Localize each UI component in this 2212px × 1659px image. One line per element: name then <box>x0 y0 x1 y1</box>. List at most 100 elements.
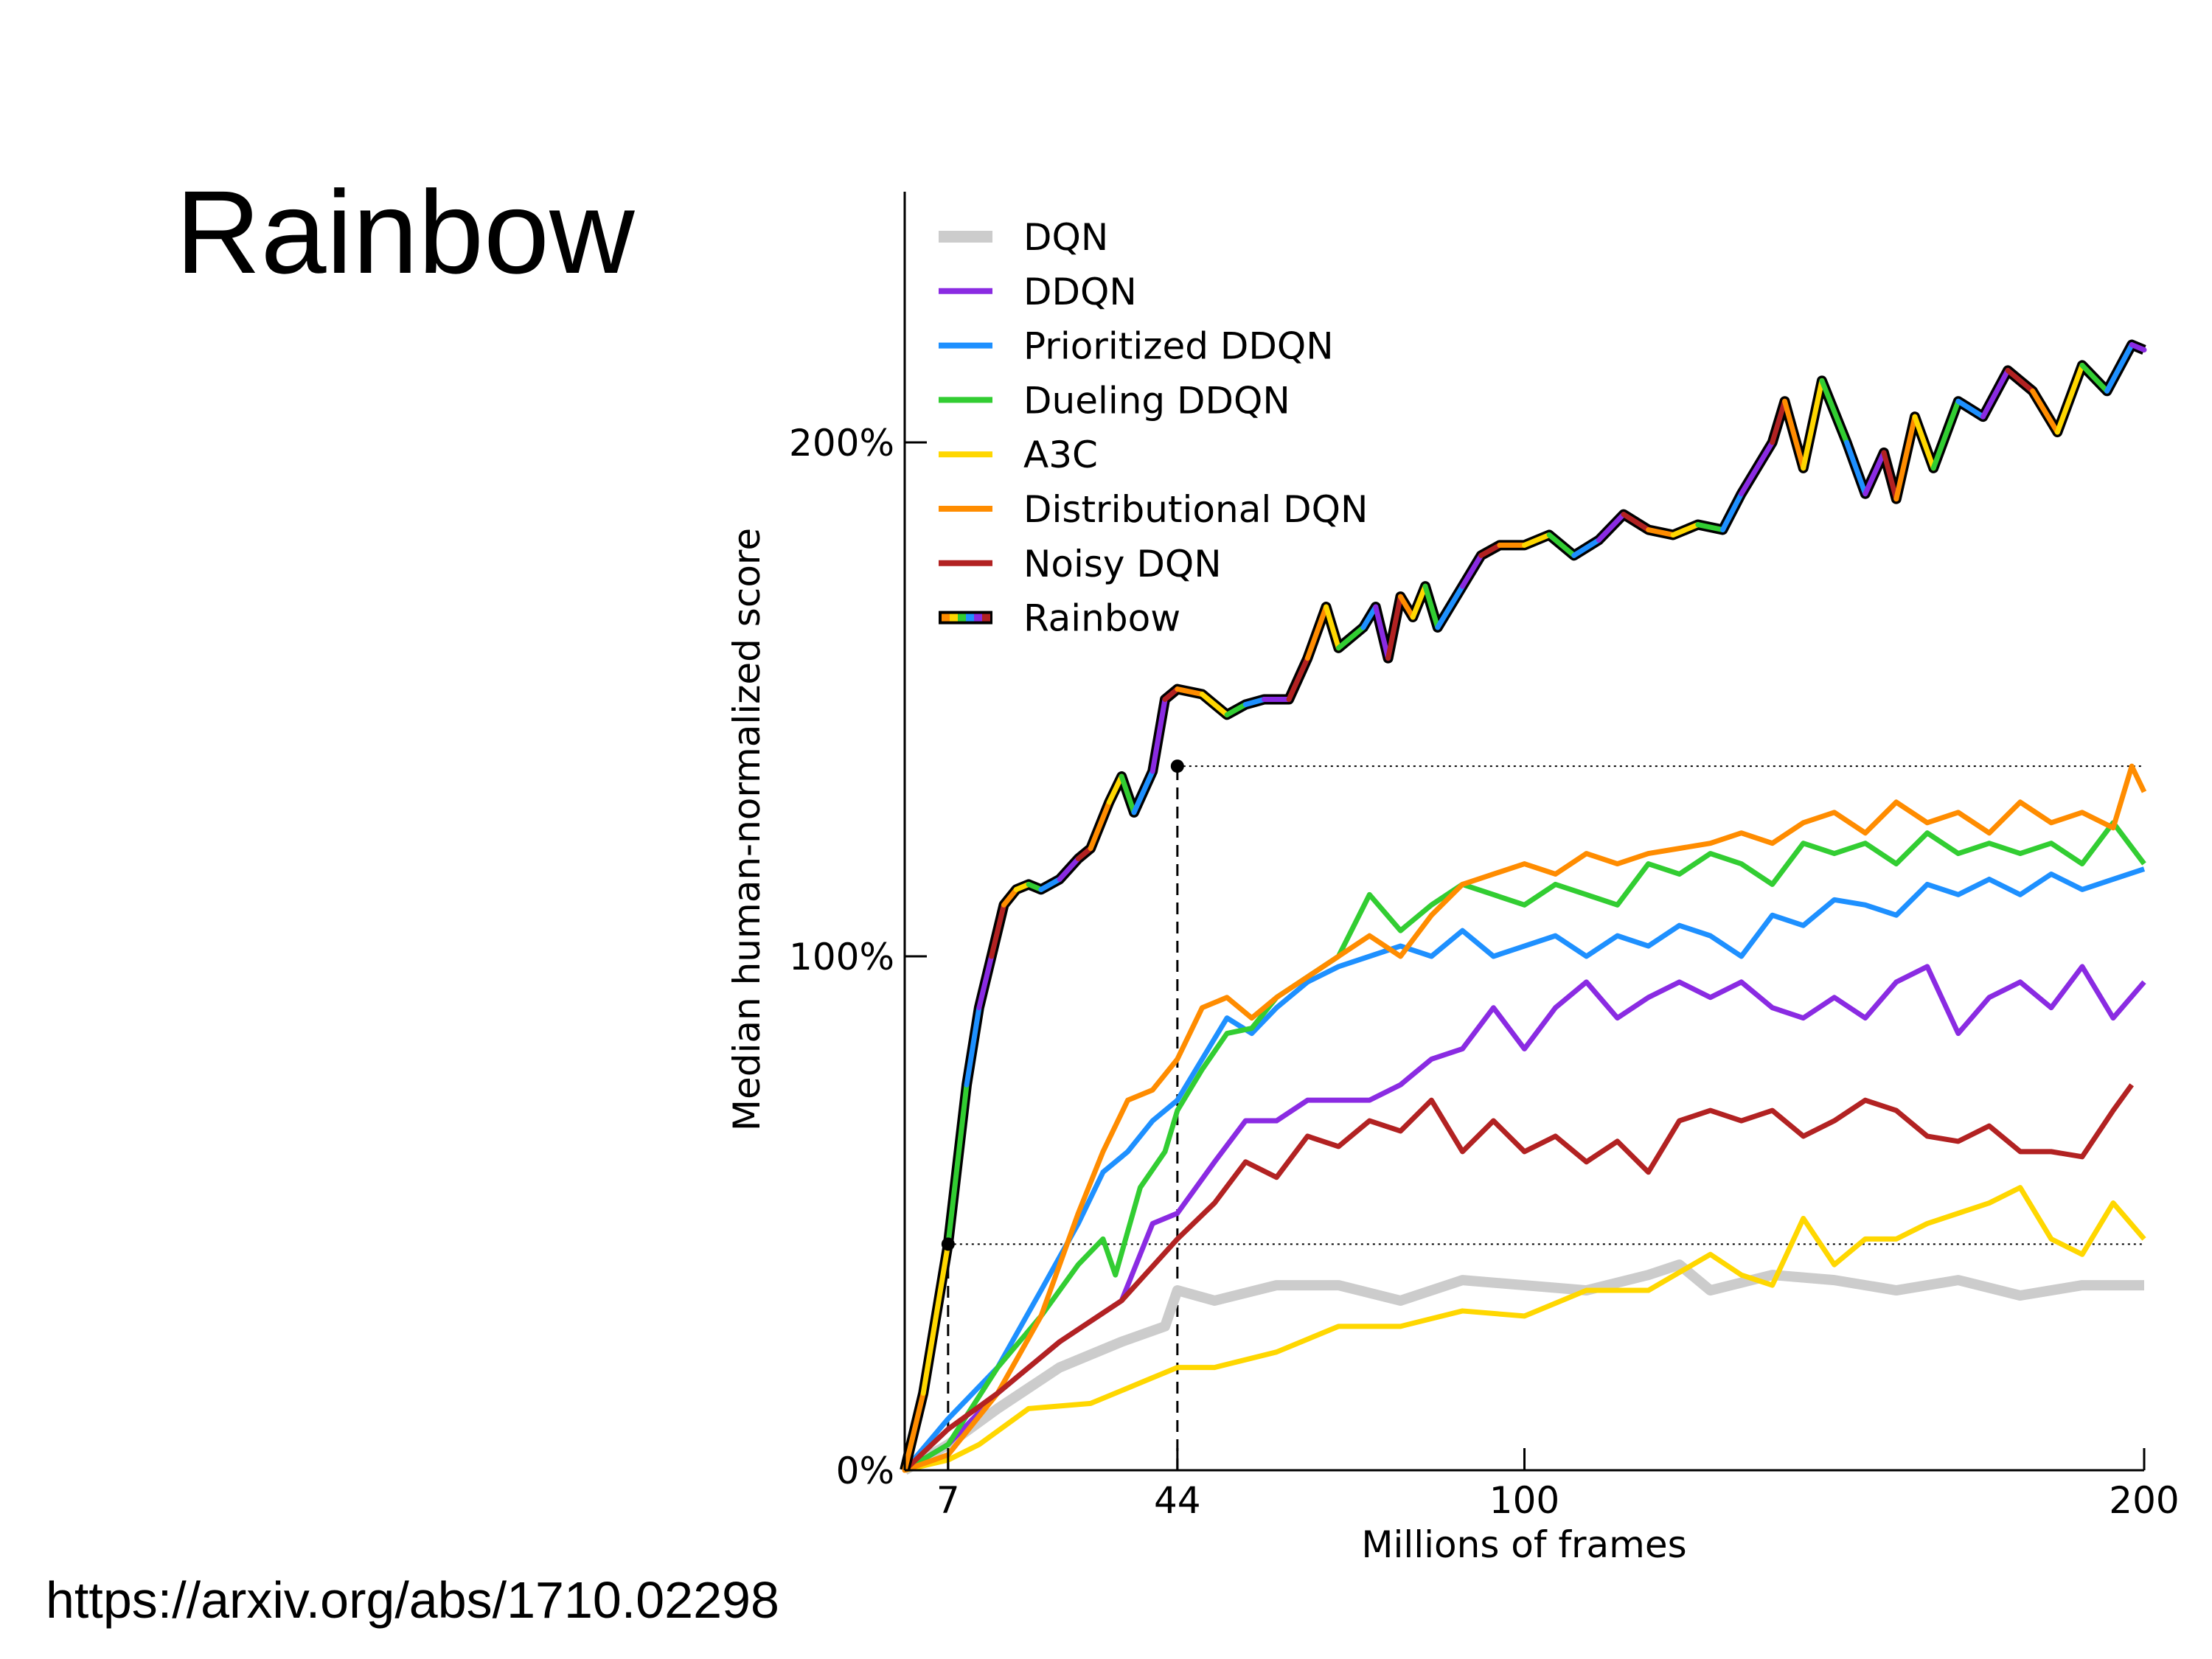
rainbow-segment <box>1385 594 1403 661</box>
rainbow-segment <box>1360 604 1379 630</box>
rainbow-segment <box>1422 583 1441 630</box>
rainbow-segment <box>1955 398 1986 420</box>
rainbow-segment <box>1373 604 1391 661</box>
slide-title: Rainbow <box>175 166 635 298</box>
rainbow-segment <box>1459 552 1484 589</box>
rainbow-segment <box>2005 367 2036 394</box>
rainbow-segment <box>2079 362 2110 394</box>
legend-item-prioritized-ddqn: Prioritized DDQN <box>939 325 1334 368</box>
legend-label: DDQN <box>1023 271 1137 313</box>
ticks: 7 44 100 200 0% 100% 200% <box>789 422 2180 1522</box>
series-line-prioritized-ddqn <box>902 866 2146 1472</box>
rainbow-segment <box>1695 522 1725 532</box>
rainbow-segment <box>1739 439 1775 497</box>
rainbow-segment <box>1162 686 1180 702</box>
x-tick-label: 7 <box>936 1479 960 1522</box>
x-tick-label: 100 <box>1489 1479 1559 1522</box>
rainbow-segment <box>1546 532 1577 558</box>
legend-item-distributional-dqn: Distributional DQN <box>939 488 1368 531</box>
rainbow-segment <box>1801 378 1825 471</box>
rainbow-segment <box>1286 655 1310 702</box>
series-line-ddqn <box>903 964 2146 1473</box>
legend-item-a3c: A3C <box>939 434 1098 476</box>
legend: DQN DDQN Prioritized DDQN Dueling DDQN A3C Di… <box>939 216 1368 640</box>
rainbow-segment <box>1224 701 1248 717</box>
rainbow-segment <box>1075 846 1093 862</box>
rainbow-segment <box>1980 367 2011 420</box>
legend-swatch-stripe <box>958 613 966 622</box>
rainbow-segment <box>1410 583 1428 620</box>
series-line-rainbow <box>900 339 2147 1473</box>
rainbow-segment <box>1435 583 1465 630</box>
legend-label: Prioritized DDQN <box>1023 325 1334 368</box>
x-tick-label: 44 <box>1154 1479 1201 1522</box>
rainbow-segment <box>1150 697 1168 774</box>
series-line-dqn <box>902 1259 2144 1475</box>
rainbow-segment <box>1881 450 1899 502</box>
rainbow-segment <box>2129 342 2147 353</box>
legend-item-noisy-dqn: Noisy DQN <box>939 543 1222 585</box>
legend-swatch-stripe <box>974 613 982 622</box>
rainbow-segment <box>1478 542 1503 558</box>
series-line-distributional-dqn <box>903 763 2147 1473</box>
rainbow-segment <box>945 1082 970 1247</box>
legend-item-rainbow: Rainbow <box>939 597 1180 640</box>
rainbow-segment <box>989 902 1006 959</box>
rainbow-segment <box>1770 398 1788 445</box>
rainbow-segment <box>1304 604 1329 661</box>
rainbow-segment <box>1335 625 1366 651</box>
x-axis-label: Millions of frames <box>1361 1523 1686 1566</box>
y-tick-label: 200% <box>789 422 894 465</box>
legend-swatch-stripe <box>950 613 958 622</box>
rainbow-segment <box>2030 388 2060 435</box>
rainbow-segment <box>1719 491 1745 532</box>
legend-item-dueling-ddqn: Dueling DDQN <box>939 379 1290 422</box>
legend-label: Distributional DQN <box>1023 488 1368 531</box>
rainbow-segment <box>1038 876 1062 892</box>
rainbow-segment <box>1912 414 1936 471</box>
rainbow-segment <box>1596 512 1627 543</box>
legend-swatch-stripe <box>966 613 974 622</box>
rainbow-segment <box>1646 526 1676 538</box>
x-tick-label: 200 <box>2109 1479 2179 1522</box>
series-line-noisy-dqn <box>902 1083 2135 1472</box>
marker-point <box>941 1237 955 1251</box>
rainbow-segment <box>2054 362 2085 435</box>
rainbow-segment <box>1057 856 1081 882</box>
series-line-dueling-ddqn <box>903 820 2146 1473</box>
rainbow-segment <box>1930 398 1961 471</box>
rainbow-segment <box>1863 450 1887 497</box>
legend-label: DQN <box>1023 216 1108 259</box>
rainbow-segment <box>1397 594 1416 620</box>
rainbow-segment <box>2104 342 2135 394</box>
legend-label: Noisy DQN <box>1023 543 1222 585</box>
legend-label: A3C <box>1023 434 1098 476</box>
legend-item-dqn: DQN <box>939 216 1108 259</box>
legend-label: Rainbow <box>1023 597 1180 640</box>
rainbow-segment <box>1131 768 1155 815</box>
legend-label: Dueling DDQN <box>1023 379 1290 422</box>
y-tick-label: 0% <box>836 1450 894 1492</box>
rainbow-segment <box>976 953 995 1011</box>
series-lines <box>900 339 2147 1475</box>
rainbow-segment <box>1571 537 1601 558</box>
rainbow-segment <box>1782 398 1806 471</box>
legend-swatch-stripe <box>982 613 990 622</box>
source-url[interactable]: https://arxiv.org/abs/1710.02298 <box>46 1571 779 1629</box>
rainbow-segment <box>1670 522 1701 538</box>
y-tick-label: 100% <box>789 936 894 978</box>
rainbow-segment <box>1522 532 1552 548</box>
rainbow-segment <box>1819 378 1850 445</box>
rainbow-segment <box>1199 692 1230 717</box>
rainbow-segment <box>1893 414 1918 502</box>
rainbow-segment <box>902 1390 926 1473</box>
rainbow-segment <box>964 1005 982 1088</box>
rainbow-segment <box>920 1241 951 1396</box>
series-line-a3c <box>904 1185 2146 1473</box>
rainbow-segment <box>1119 773 1137 815</box>
rainbow-segment <box>1621 512 1652 532</box>
y-axis-label: Median human-normalized score <box>726 528 768 1131</box>
rainbow-segment <box>1001 886 1019 908</box>
legend-swatch-stripe <box>942 613 950 622</box>
